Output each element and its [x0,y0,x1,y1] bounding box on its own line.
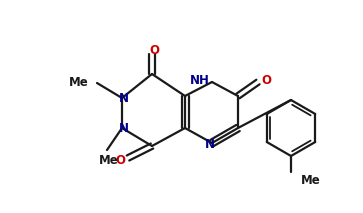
Text: N: N [205,138,215,151]
Text: NH: NH [190,75,210,88]
Text: O: O [115,154,125,167]
Text: O: O [149,45,159,58]
Text: N: N [119,121,129,134]
Text: Me: Me [99,154,119,167]
Text: O: O [261,73,271,86]
Text: Me: Me [301,174,321,187]
Text: N: N [119,92,129,105]
Text: Me: Me [69,75,89,88]
